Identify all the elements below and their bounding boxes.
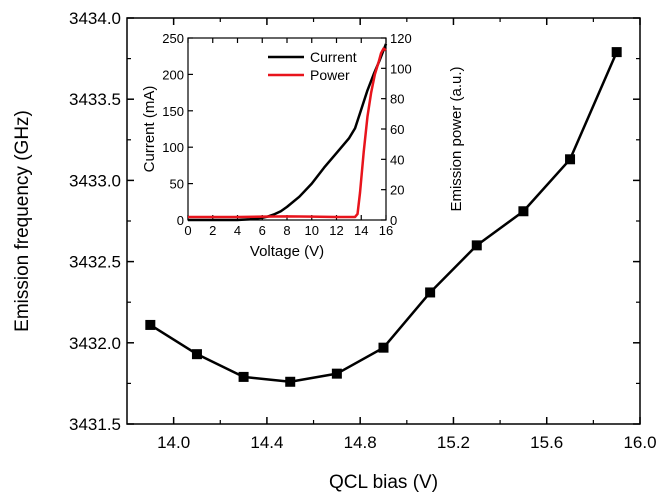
data-point <box>611 47 622 58</box>
x-tick-label: 15.6 <box>530 433 563 452</box>
data-point <box>331 368 342 379</box>
inset-plot-frame <box>187 37 387 221</box>
inset-chart: 0 2 4 6 8 10 12 14 16050100150200250020406080100… <box>141 31 465 260</box>
y-axis-label: Emission frequency (GHz) <box>12 110 33 332</box>
data-point <box>425 287 436 298</box>
inset-x-tick-label: 16 <box>379 223 393 238</box>
x-tick-label: 14.8 <box>344 433 377 452</box>
inset-x-axis-label: Voltage (V) <box>250 243 324 260</box>
inset-current-line <box>188 43 388 222</box>
legend-label-power: Power <box>310 67 350 83</box>
inset-y-tick-label: 50 <box>170 177 184 192</box>
data-point <box>471 240 482 251</box>
y-tick-label: 3431.5 <box>69 415 121 434</box>
inset-y-axis-label: Current (mA) <box>141 86 158 173</box>
inset-x-tick-label: 10 <box>305 223 319 238</box>
inset-x-tick-label: 12 <box>329 223 343 238</box>
inset-y2-tick-label: 120 <box>390 31 412 46</box>
inset-y2-tick-label: 100 <box>390 61 412 76</box>
data-point <box>238 371 249 382</box>
x-tick-label: 14.0 <box>157 433 190 452</box>
inset-x-tick-label: 14 <box>354 223 368 238</box>
data-point <box>191 349 202 360</box>
inset-y-tick-label: 150 <box>162 104 184 119</box>
inset-y2-tick-label: 0 <box>390 213 397 228</box>
y-tick-label: 3433.0 <box>69 171 121 190</box>
inset-x-tick-label: 0 <box>184 223 191 238</box>
inset-y2-axis-label: Emission power (a.u.) <box>448 66 465 211</box>
y-tick-label: 3432.0 <box>69 334 121 353</box>
inset-x-tick-label: 8 <box>283 223 290 238</box>
inset-y2-tick-label: 20 <box>390 183 404 198</box>
inset-y-tick-label: 100 <box>162 140 184 155</box>
inset-power-line <box>188 47 387 219</box>
data-point <box>145 319 156 330</box>
x-axis-label: QCL bias (V) <box>329 472 438 493</box>
inset-y-tick-label: 250 <box>162 31 184 46</box>
inset-x-tick-label: 6 <box>259 223 266 238</box>
data-point <box>378 342 389 353</box>
x-tick-label: 15.2 <box>437 433 470 452</box>
y-tick-label: 3433.5 <box>69 90 121 109</box>
y-tick-label: 3432.5 <box>69 253 121 272</box>
inset-y2-tick-label: 80 <box>390 92 404 107</box>
y-tick-label: 3434.0 <box>69 9 121 28</box>
main-chart: 14.0 14.4 14.8 15.2 15.6 16.0 3431.5 3432.0 3432… <box>12 9 657 493</box>
inset-y-tick-label: 0 <box>177 213 184 228</box>
x-tick-label: 16.0 <box>623 433 656 452</box>
inset-y2-tick-label: 40 <box>390 152 404 167</box>
data-point <box>518 206 529 217</box>
data-point <box>285 376 296 387</box>
x-tick-label: 14.4 <box>250 433 283 452</box>
data-point <box>565 154 576 165</box>
inset-y2-tick-label: 60 <box>390 122 404 137</box>
inset-x-tick-label: 4 <box>234 223 241 238</box>
legend-label-current: Current <box>310 49 357 65</box>
inset-y-tick-label: 200 <box>162 67 184 82</box>
inset-x-tick-label: 2 <box>209 223 216 238</box>
